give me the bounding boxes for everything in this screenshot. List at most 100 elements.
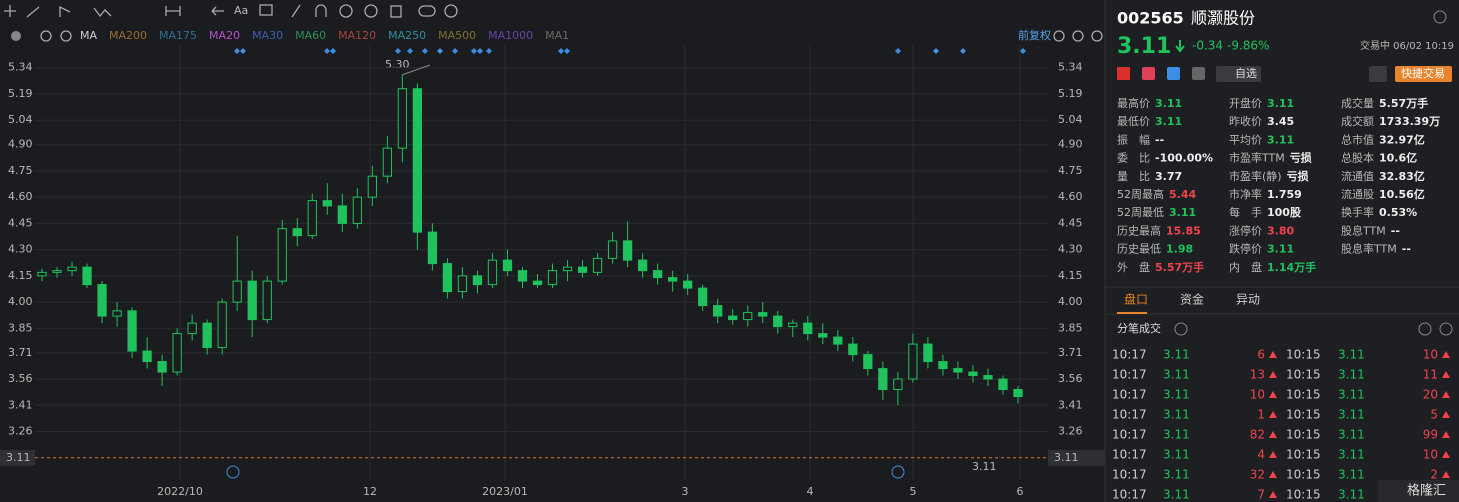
- stat-label: 平均价: [1229, 133, 1262, 146]
- ma-label[interactable]: MA60: [295, 29, 326, 42]
- ma-label[interactable]: MA1000: [488, 29, 533, 42]
- ma-label[interactable]: MA: [80, 29, 97, 42]
- icon-eye[interactable]: [339, 4, 353, 18]
- stat-value: 3.45: [1267, 115, 1294, 128]
- stat-label: 开盘价: [1229, 96, 1262, 110]
- tick-volume: 5: [1430, 408, 1438, 422]
- trade-label[interactable]: 快捷交易: [1401, 66, 1445, 80]
- candle-body: [758, 312, 768, 317]
- earnings-icon[interactable]: [891, 465, 905, 479]
- y-tick-label: 3.26: [1058, 425, 1083, 438]
- toolbar-text[interactable]: Aa: [234, 4, 248, 17]
- tick-volume: 4: [1257, 448, 1265, 462]
- y-tick-label: 4.30: [8, 243, 33, 256]
- x-tick-label: 5: [910, 485, 917, 498]
- stat-label: 量 比: [1117, 170, 1150, 183]
- ticks-title: 分笔成交: [1117, 321, 1161, 335]
- ma-label[interactable]: MA250: [388, 29, 426, 42]
- tab[interactable]: 盘口: [1124, 292, 1148, 307]
- icon-ma-close[interactable]: [60, 30, 72, 42]
- settings-icon[interactable]: [1433, 10, 1447, 24]
- icon-zoom-more[interactable]: [1053, 30, 1065, 42]
- candle-body: [562, 266, 573, 272]
- candle-body: [878, 368, 888, 391]
- y-tick-label: 3.26: [8, 425, 33, 438]
- toolbar[interactable]: [4, 4, 1103, 42]
- icon-settings[interactable]: [444, 4, 458, 18]
- candle-body: [728, 315, 738, 321]
- info-icon[interactable]: [1174, 322, 1188, 336]
- icon-measure[interactable]: [165, 6, 181, 16]
- tick-volume: 13: [1250, 368, 1265, 382]
- ma-label[interactable]: MA20: [209, 29, 240, 42]
- tick-time: 10:17: [1112, 348, 1147, 362]
- icon-ma-settings[interactable]: [40, 30, 52, 42]
- candle-body: [743, 312, 753, 321]
- candle-body: [202, 322, 212, 349]
- stat-label: 外 盘: [1117, 260, 1150, 274]
- tick-arrow: [1442, 371, 1450, 378]
- tick-time: 10:15: [1286, 348, 1321, 362]
- candle-body: [532, 280, 543, 286]
- price: 3.11: [1117, 34, 1171, 59]
- earnings-icon[interactable]: [226, 465, 240, 479]
- candle-body: [1013, 389, 1023, 398]
- candle-body: [427, 231, 438, 265]
- icon-line[interactable]: [26, 6, 40, 18]
- ma-label[interactable]: MA500: [438, 29, 476, 42]
- y-tick-label: 5.34: [8, 61, 33, 74]
- tick-price: 3.11: [1338, 348, 1365, 362]
- icon-collapse[interactable]: [11, 31, 21, 41]
- icon-channel[interactable]: [59, 5, 71, 17]
- stat-value: 1.14万手: [1267, 260, 1316, 274]
- y-tick-label: 4.00: [8, 295, 33, 308]
- adjust-label[interactable]: 前复权: [1018, 28, 1051, 42]
- candle-body: [698, 287, 708, 307]
- candle-body: [487, 259, 498, 286]
- candle-body: [863, 354, 873, 370]
- icon-hide[interactable]: [364, 4, 378, 18]
- ma-label[interactable]: MA1: [545, 29, 569, 42]
- y-tick-label: 4.90: [1058, 138, 1083, 151]
- candle-body: [37, 271, 47, 277]
- candle-body: [157, 361, 167, 373]
- icon-delete[interactable]: [390, 5, 402, 18]
- expand-icon[interactable]: [1439, 322, 1453, 336]
- watch-button[interactable]: [1216, 66, 1261, 82]
- tick-arrow: [1269, 471, 1277, 478]
- candle-body: [277, 228, 287, 282]
- stat-value: --: [1402, 243, 1411, 256]
- ma-label[interactable]: MA120: [338, 29, 376, 42]
- ma-label[interactable]: MA200: [109, 29, 147, 42]
- candle-body: [653, 270, 663, 279]
- icon-pen[interactable]: [291, 4, 301, 18]
- tick-arrow: [1269, 371, 1277, 378]
- more-icon[interactable]: [1418, 322, 1432, 336]
- icon-note[interactable]: [259, 4, 273, 16]
- icon-zoom-out[interactable]: [1072, 30, 1084, 42]
- tab[interactable]: 异动: [1236, 293, 1260, 307]
- icon-back[interactable]: [211, 6, 224, 16]
- ma-label[interactable]: MA30: [252, 29, 283, 42]
- icon-zoom-in[interactable]: [1091, 30, 1103, 42]
- alert-button[interactable]: [1369, 66, 1387, 82]
- icon-wave[interactable]: [93, 7, 112, 18]
- tab[interactable]: 资金: [1180, 292, 1204, 307]
- tick-price: 3.11: [1163, 408, 1190, 422]
- tick-arrow: [1442, 411, 1450, 418]
- icon-magnet[interactable]: [315, 4, 327, 17]
- stat-label: 历史最高: [1117, 223, 1161, 237]
- icon-move[interactable]: [4, 5, 16, 17]
- stock-code: 002565: [1117, 9, 1184, 28]
- trade-button[interactable]: [1395, 66, 1452, 82]
- stat-label: 市盈率(静): [1229, 169, 1282, 183]
- quote-panel: [1105, 0, 1459, 502]
- tick-arrow: [1442, 351, 1450, 358]
- ma-label[interactable]: MA175: [159, 29, 197, 42]
- stat-value: 1.98: [1166, 243, 1193, 256]
- stat-label: 股息TTM: [1341, 223, 1386, 237]
- stat-label: 总市值: [1341, 132, 1374, 146]
- watch-label[interactable]: 自选: [1235, 67, 1257, 80]
- icon-link[interactable]: [418, 5, 436, 17]
